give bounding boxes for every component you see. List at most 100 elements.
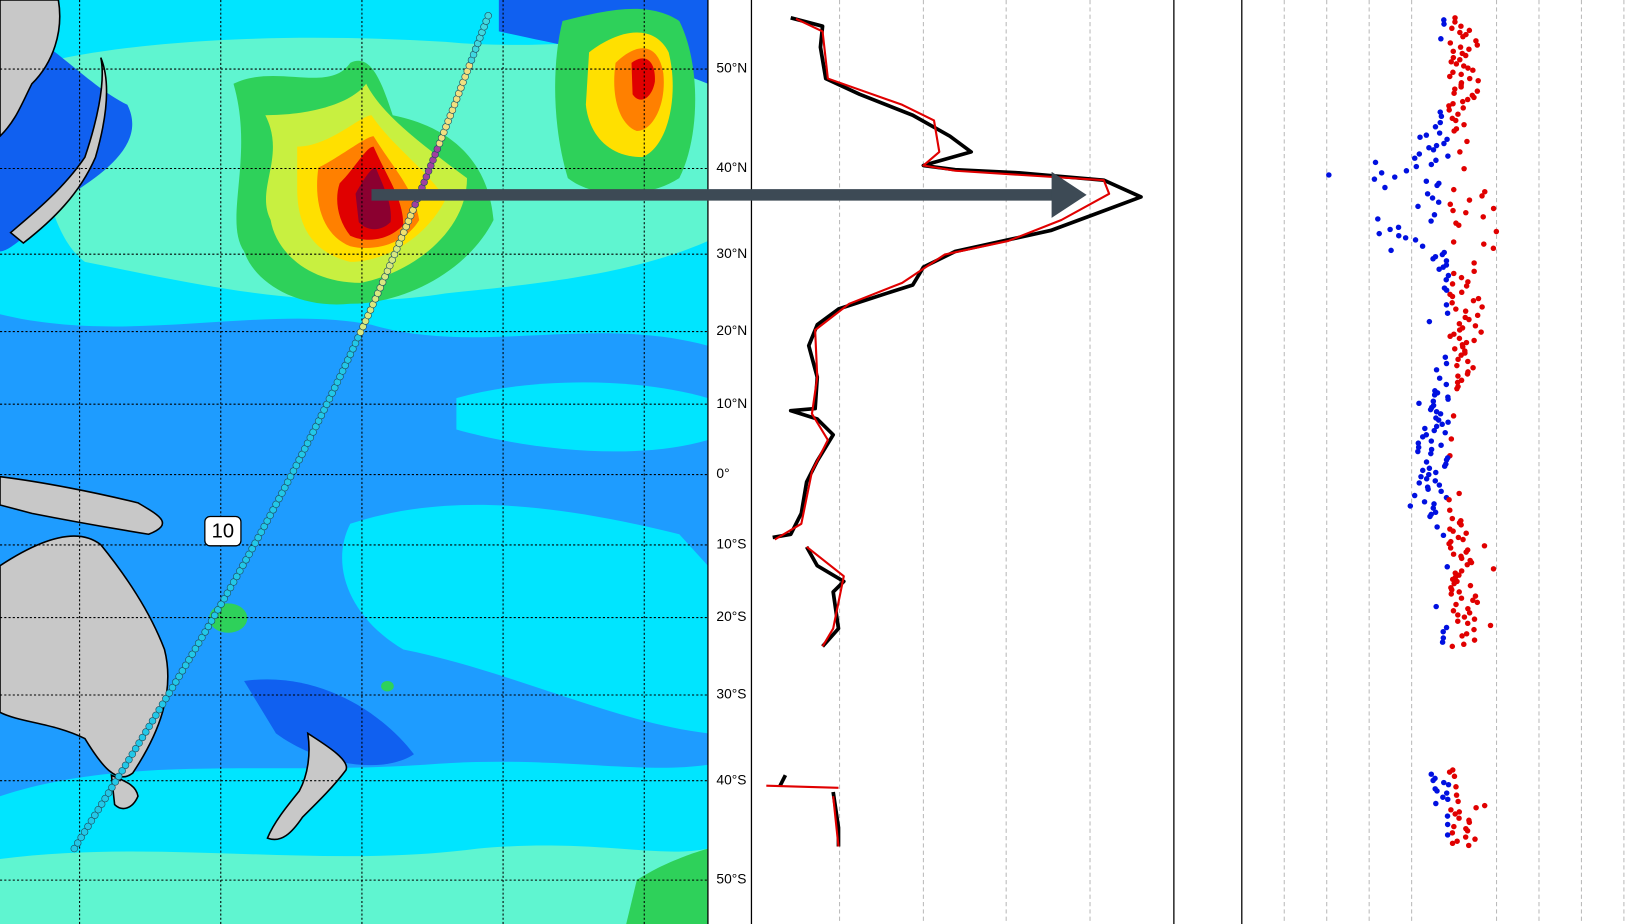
dot — [1441, 779, 1447, 786]
dot — [1447, 201, 1454, 208]
dot — [1371, 176, 1378, 182]
track-point — [194, 639, 203, 647]
dot — [1447, 545, 1454, 551]
dot — [1443, 258, 1450, 264]
dot — [1411, 492, 1418, 499]
track-point — [214, 606, 222, 614]
track-point — [263, 517, 271, 525]
track-point — [236, 567, 244, 575]
dot — [1455, 618, 1461, 624]
dot — [1466, 610, 1473, 616]
dot — [1391, 174, 1398, 180]
dot — [1433, 603, 1439, 610]
dot — [1426, 465, 1433, 472]
dot — [1444, 832, 1451, 838]
dot — [1402, 235, 1409, 241]
dot — [1434, 182, 1440, 189]
dot — [1471, 637, 1478, 643]
lat-label: 50°N — [716, 61, 747, 76]
dot — [1445, 419, 1451, 425]
dot — [1439, 421, 1445, 428]
dot — [1475, 77, 1481, 84]
dot — [1432, 124, 1439, 130]
dot — [1464, 371, 1471, 377]
track-point — [158, 700, 167, 708]
dot — [1460, 33, 1466, 40]
dot — [1443, 381, 1450, 388]
dot — [1464, 828, 1471, 834]
track-point — [178, 667, 187, 675]
track-point — [188, 650, 196, 658]
dot — [1443, 624, 1450, 631]
dot — [1447, 507, 1453, 513]
dot — [1450, 413, 1457, 419]
dot — [1326, 172, 1332, 178]
dot — [1451, 773, 1458, 780]
dot — [1446, 107, 1452, 113]
track-point — [111, 778, 120, 786]
dot — [1433, 367, 1440, 373]
dot — [1471, 268, 1477, 275]
dot — [1440, 264, 1446, 270]
track-point — [165, 689, 173, 697]
dot — [1455, 222, 1462, 228]
dot — [1450, 608, 1457, 614]
height-profile-panel — [750, 0, 1175, 924]
dot — [1444, 136, 1450, 143]
track-point — [148, 717, 157, 725]
dot — [1453, 601, 1459, 608]
dot — [1427, 513, 1433, 520]
dot — [1454, 838, 1460, 844]
dot — [1428, 218, 1434, 224]
dot — [1465, 279, 1471, 285]
dot — [1428, 438, 1435, 444]
dot — [1443, 360, 1450, 367]
dot — [1378, 170, 1385, 176]
track-point — [233, 572, 241, 581]
dot — [1449, 840, 1456, 847]
dot — [1437, 109, 1443, 115]
track-point — [211, 611, 219, 620]
dot — [1438, 113, 1445, 120]
lat-label: 30°N — [716, 246, 747, 261]
dot — [1433, 469, 1439, 476]
dot — [1433, 800, 1439, 807]
dot — [1465, 65, 1471, 71]
dot — [1457, 56, 1463, 63]
dot — [1440, 628, 1446, 635]
dot — [1449, 576, 1456, 583]
dot — [1448, 591, 1455, 597]
dot — [1460, 63, 1467, 69]
track-point — [118, 767, 126, 775]
track-point — [74, 839, 82, 847]
dot — [1487, 622, 1494, 629]
dot — [1450, 528, 1456, 534]
dot — [1461, 121, 1467, 128]
dot — [1481, 241, 1487, 247]
dot — [1457, 149, 1463, 155]
dot — [1452, 86, 1458, 92]
track-point — [125, 756, 133, 764]
lat-label: 40°S — [716, 772, 746, 787]
dot — [1448, 59, 1454, 65]
dot — [1435, 417, 1442, 423]
difference-panel — [1241, 0, 1625, 924]
dot — [1464, 620, 1471, 627]
dot — [1440, 794, 1446, 800]
dot — [1471, 626, 1477, 633]
dot — [1470, 297, 1477, 304]
dot — [1436, 375, 1443, 381]
dot — [1451, 128, 1457, 134]
track-point — [155, 706, 163, 714]
track-point — [229, 578, 238, 586]
observed-profile — [772, 16, 1143, 847]
track-point — [121, 761, 130, 769]
dot — [1446, 540, 1452, 547]
dot — [1423, 459, 1430, 465]
dot — [1461, 614, 1468, 620]
dot — [1425, 486, 1431, 492]
track-point — [242, 556, 250, 564]
dot — [1456, 327, 1463, 333]
dot — [1457, 44, 1464, 50]
lat-label: 50°S — [716, 872, 746, 887]
